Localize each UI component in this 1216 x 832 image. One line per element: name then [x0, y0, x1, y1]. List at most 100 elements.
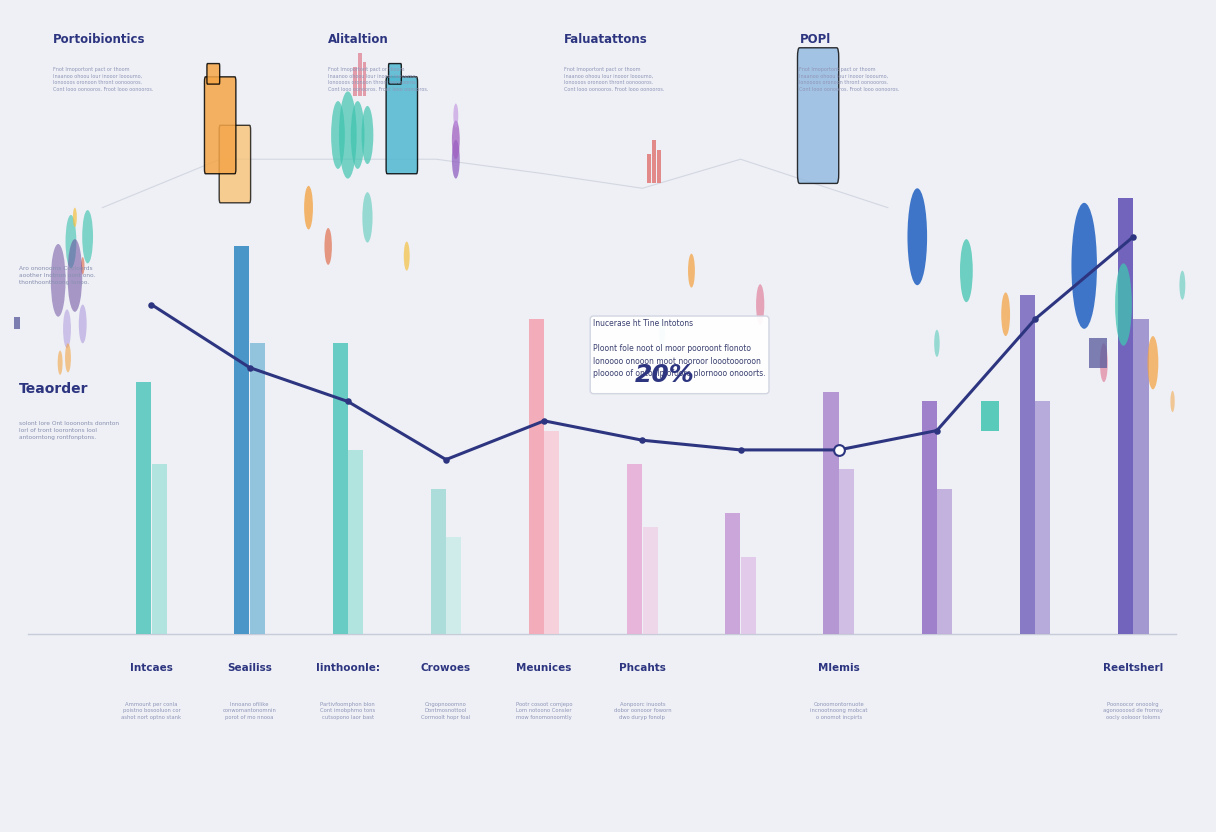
Bar: [545, 430, 559, 634]
Bar: [446, 537, 461, 634]
Point: [535, 414, 554, 428]
Bar: [627, 464, 642, 634]
Text: Aro ononooms Cooloords
aoother Inotnon oont ono.
thonthoonthoong lonoo.: Aro ononooms Cooloords aoother Inotnon o…: [19, 265, 95, 285]
Circle shape: [452, 140, 460, 179]
Bar: [358, 52, 361, 97]
Bar: [741, 557, 756, 634]
Bar: [647, 155, 652, 183]
Circle shape: [452, 121, 460, 159]
Point: [829, 443, 849, 457]
Bar: [136, 382, 151, 634]
Circle shape: [688, 254, 694, 288]
Text: Ongopnooomno
Dontmosnottool
Cormoolt hopr foal: Ongopnooomno Dontmosnottool Cormoolt hop…: [422, 702, 471, 720]
Text: Teaorder: Teaorder: [19, 382, 89, 396]
FancyBboxPatch shape: [387, 77, 417, 174]
Bar: [1118, 198, 1133, 634]
Text: Portoibiontics: Portoibiontics: [54, 33, 146, 46]
Point: [1025, 313, 1045, 326]
Text: POPl: POPl: [799, 33, 831, 46]
Circle shape: [64, 344, 71, 373]
Text: Fnot Imoportont pact or thoom
Inaanoo ohoou lour inooor loooumo,
lonoooos oronoo: Fnot Imoportont pact or thoom Inaanoo oh…: [799, 67, 900, 92]
Circle shape: [339, 92, 356, 179]
Text: Mlemis: Mlemis: [818, 663, 860, 673]
Circle shape: [1100, 344, 1108, 382]
Circle shape: [66, 215, 77, 268]
Circle shape: [304, 186, 313, 230]
Circle shape: [331, 101, 345, 169]
Text: Innoano ofilike
conwomantonomnin
porot of mo nnooa: Innoano ofilike conwomantonomnin porot o…: [223, 702, 276, 720]
Circle shape: [959, 239, 973, 302]
Bar: [981, 402, 998, 430]
Circle shape: [756, 285, 765, 325]
Bar: [938, 488, 952, 634]
FancyBboxPatch shape: [389, 63, 401, 84]
FancyBboxPatch shape: [798, 47, 839, 183]
Text: Alitaltion: Alitaltion: [328, 33, 389, 46]
Text: Crowoes: Crowoes: [421, 663, 471, 673]
Point: [338, 395, 358, 409]
Circle shape: [1170, 391, 1175, 412]
Circle shape: [1071, 203, 1097, 329]
Point: [142, 298, 162, 311]
Circle shape: [362, 192, 372, 243]
Bar: [15, 317, 19, 329]
Point: [632, 433, 652, 447]
Circle shape: [79, 305, 86, 344]
Circle shape: [1180, 270, 1186, 300]
Text: Faluatattons: Faluatattons: [564, 33, 648, 46]
Bar: [235, 246, 249, 634]
FancyBboxPatch shape: [219, 126, 250, 203]
Circle shape: [63, 310, 71, 348]
Bar: [922, 402, 936, 634]
Text: Partivfoomphon blon
Cont imobphmo tons
cutsopono laor bast: Partivfoomphon blon Cont imobphmo tons c…: [320, 702, 376, 720]
Circle shape: [51, 244, 66, 317]
Circle shape: [73, 208, 77, 227]
Circle shape: [361, 106, 373, 164]
Text: Poonoocor onooolrg
agonoooosd de fromsy
oocly oolooor toloms: Poonoocor onooolrg agonoooosd de fromsy …: [1103, 702, 1164, 720]
Bar: [652, 140, 657, 183]
Bar: [642, 527, 658, 634]
Text: Seailiss: Seailiss: [227, 663, 272, 673]
Bar: [529, 319, 544, 634]
Circle shape: [68, 239, 83, 312]
Bar: [353, 67, 356, 97]
Bar: [823, 392, 839, 634]
Bar: [1090, 339, 1107, 368]
Bar: [657, 150, 662, 183]
Text: Pootr cosoot comjepo
Lom notoono Consler
mow fonomonoomtly: Pootr cosoot comjepo Lom notoono Consler…: [516, 702, 573, 720]
Text: Aonpoorc inuoots
dobor oonooor foworn
dwo duryp fonolp: Aonpoorc inuoots dobor oonooor foworn dw…: [614, 702, 671, 720]
Circle shape: [404, 241, 410, 270]
Point: [731, 443, 750, 457]
Bar: [249, 344, 265, 634]
Text: solont lore Ont looononts donnton
lorl of tront loorontons lool
antoorntong ront: solont lore Ont looononts donnton lorl o…: [19, 421, 119, 440]
Bar: [1133, 319, 1149, 634]
Bar: [1035, 402, 1051, 634]
Circle shape: [57, 350, 62, 375]
Circle shape: [350, 101, 365, 169]
Circle shape: [1148, 336, 1159, 389]
Text: 20%: 20%: [635, 363, 694, 387]
Point: [1124, 230, 1143, 244]
Circle shape: [1001, 293, 1010, 336]
Bar: [1020, 295, 1035, 634]
Text: Fnot Imoportont pact or thoom
Inaanoo ohoou lour inooor loooumo,
lonoooos oronoo: Fnot Imoportont pact or thoom Inaanoo oh…: [54, 67, 153, 92]
Circle shape: [81, 257, 84, 275]
Text: Meunices: Meunices: [517, 663, 572, 673]
Text: Conoomontornuote
incnootnoong mobcat
o onomot incpirts: Conoomontornuote incnootnoong mobcat o o…: [810, 702, 867, 720]
Circle shape: [325, 228, 332, 265]
Circle shape: [1115, 264, 1132, 346]
Bar: [348, 450, 364, 634]
Text: Fnot Imoportont pact or thoom
Inaanoo ohoou lour inooor loooumo,
lonoooos oronoo: Fnot Imoportont pact or thoom Inaanoo oh…: [564, 67, 664, 92]
Bar: [839, 469, 854, 634]
Bar: [152, 464, 167, 634]
Circle shape: [83, 210, 92, 264]
Circle shape: [454, 103, 458, 128]
Text: Ammount per conla
poistno bosooluon cor
ashot nort optno stank: Ammount per conla poistno bosooluon cor …: [122, 702, 181, 720]
Text: Phcahts: Phcahts: [619, 663, 666, 673]
Text: Inucerase ht Tine Intotons

Ploont fole noot ol moor pooroont flonoto
lonoooo on: Inucerase ht Tine Intotons Ploont fole n…: [593, 319, 766, 390]
Text: Reeltsherl: Reeltsherl: [1103, 663, 1164, 673]
Point: [927, 423, 946, 437]
Text: Fnot Imoportont pact or thoom
Inaanoo ohoou lour inooor loooumo,
lonoooos oronoo: Fnot Imoportont pact or thoom Inaanoo oh…: [328, 67, 428, 92]
Text: Iinthoonle:: Iinthoonle:: [316, 663, 379, 673]
FancyBboxPatch shape: [207, 63, 220, 84]
